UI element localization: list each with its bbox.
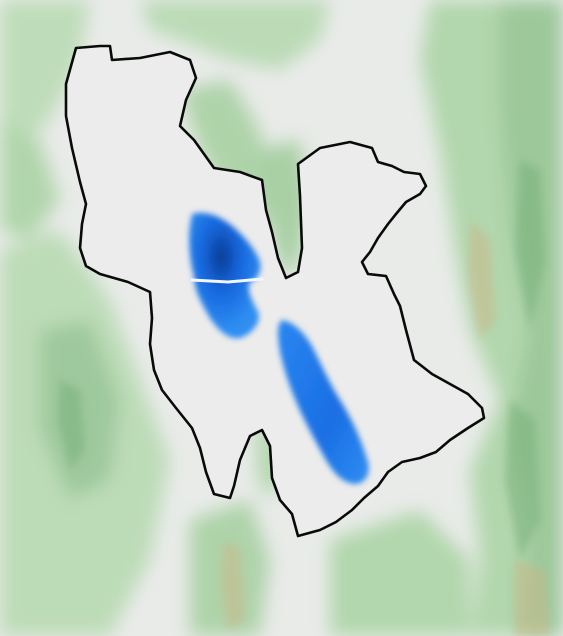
- causeway-line: [190, 277, 264, 284]
- lake-water-north: [189, 212, 261, 339]
- lake-water-south: [278, 320, 369, 484]
- lake-basin-outline: [64, 44, 486, 538]
